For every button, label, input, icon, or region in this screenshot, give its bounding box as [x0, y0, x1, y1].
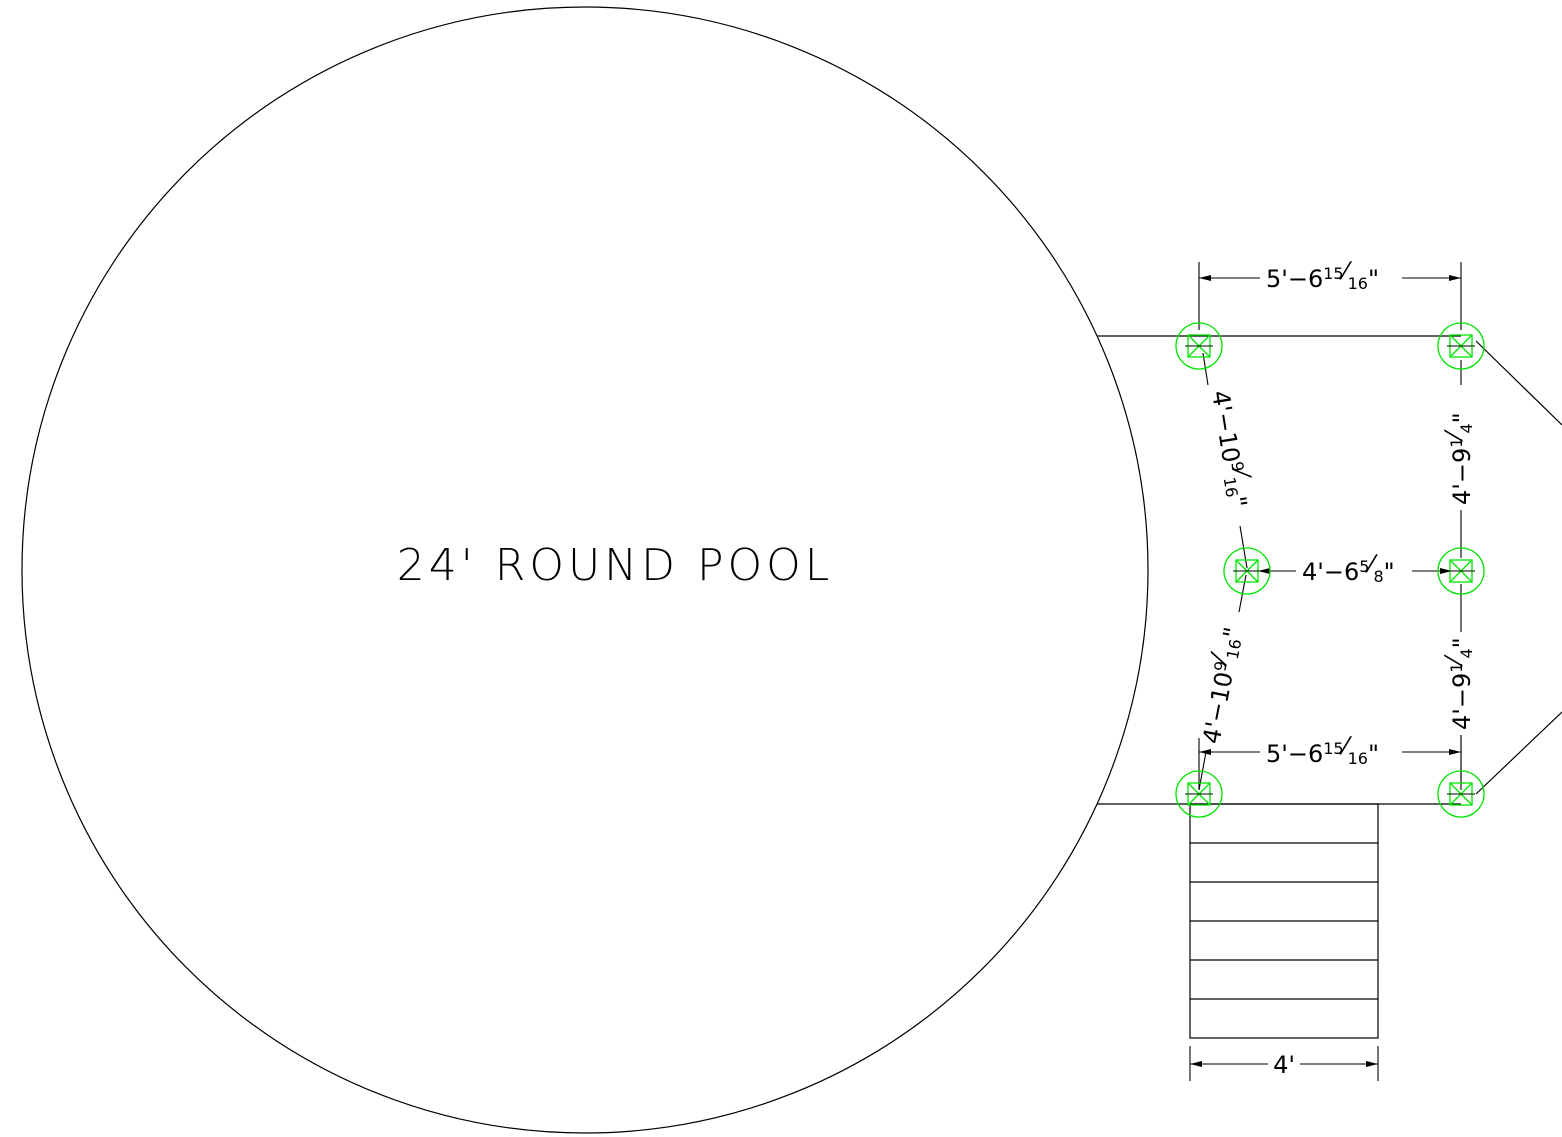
- post-footing-circle: [1437, 547, 1485, 595]
- arrow-middle-left: [1258, 568, 1270, 574]
- arrow-top-right: [1449, 275, 1461, 281]
- dim-middle-width-text: 4'−65⁄8": [1302, 550, 1395, 586]
- deck-posts: [1175, 322, 1485, 818]
- pool-outline: [21, 6, 1149, 1134]
- post-footing-circle: [1223, 547, 1271, 595]
- dimension-arrows: [1190, 275, 1461, 1067]
- post-footing-icon: [1175, 770, 1223, 818]
- post-footing-circle: [1437, 770, 1485, 818]
- post-footing-icon: [1223, 547, 1271, 595]
- arrow-bottom-left: [1199, 749, 1211, 755]
- dim-right-lower-height-text: 4'−91⁄4": [1440, 637, 1476, 730]
- arrow-middle-right: [1440, 568, 1452, 574]
- post-footing-icon: [1437, 547, 1485, 595]
- dim-left-upper-diag-a: [1202, 352, 1209, 386]
- arrow-stair-right: [1366, 1061, 1378, 1067]
- arrow-stair-left: [1190, 1061, 1202, 1067]
- deck-outline: [1097, 335, 1562, 805]
- dim-top-width-text: 5'−615⁄16": [1266, 257, 1379, 293]
- dim-left-upper-diag-b: [1239, 525, 1248, 569]
- deck-lower-angled-edge: [1475, 711, 1562, 795]
- post-footing-circle: [1437, 322, 1485, 370]
- dim-stair-width-text: 4': [1273, 1051, 1295, 1079]
- post-footing-icon: [1437, 322, 1485, 370]
- dim-left-upper-diagonal-text: 4'−109⁄16": [1206, 387, 1260, 509]
- deck-upper-angled-edge: [1475, 340, 1562, 426]
- stair-treads: [1190, 842, 1378, 1000]
- dim-bottom-width-text: 5'−615⁄16": [1266, 732, 1379, 768]
- dim-left-lower-diagonal-text: 4'−109⁄16": [1190, 623, 1248, 746]
- arrow-bottom-right: [1449, 749, 1461, 755]
- post-footing-icon: [1175, 322, 1223, 370]
- dimension-lines: [1189, 262, 1462, 1081]
- pool-label: 24' ROUND POOL: [397, 540, 834, 591]
- stairs: [1189, 803, 1379, 1039]
- arrow-top-left: [1199, 275, 1211, 281]
- dim-right-upper-height-text: 4'−91⁄4": [1440, 412, 1476, 505]
- post-footing-circle: [1175, 770, 1223, 818]
- post-footing-circle: [1175, 322, 1223, 370]
- post-footing-icon: [1437, 770, 1485, 818]
